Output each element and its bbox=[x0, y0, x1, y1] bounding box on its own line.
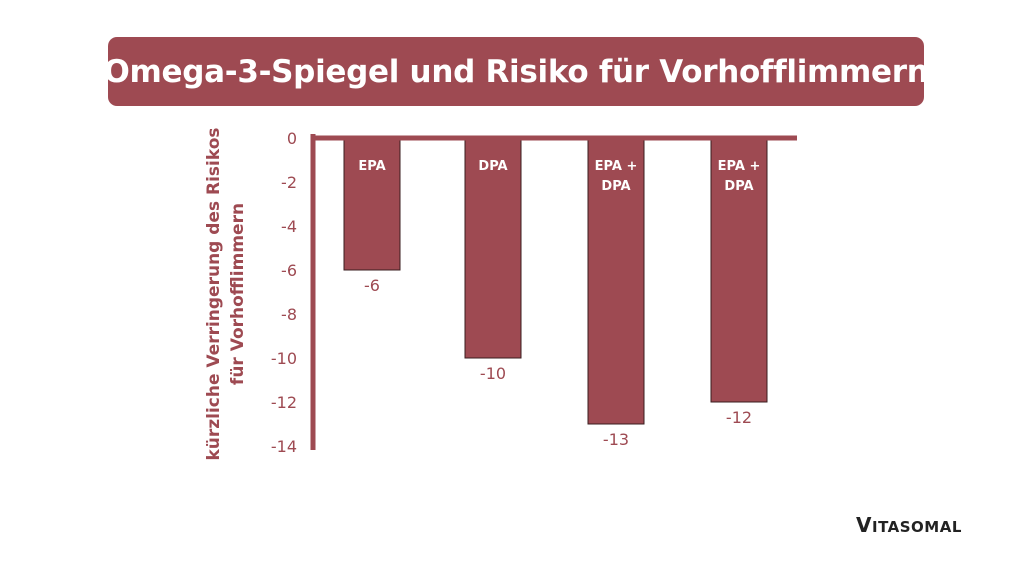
bar-2 bbox=[464, 137, 522, 359]
y-tick-label: -4 bbox=[281, 217, 297, 236]
y-tick-label: -2 bbox=[281, 173, 297, 192]
bar-value-label: -6 bbox=[364, 276, 380, 295]
logo-rest: ITASOMAL bbox=[871, 518, 962, 536]
bar-value-label: -13 bbox=[603, 430, 629, 449]
logo-initial: V bbox=[856, 513, 872, 537]
y-tick-label: -8 bbox=[281, 305, 297, 324]
title-banner: Omega-3-Spiegel und Risiko für Vorhoffli… bbox=[103, 37, 929, 106]
chart-title: Omega-3-Spiegel und Risiko für Vorhoffli… bbox=[103, 53, 929, 90]
y-tick-label: -14 bbox=[271, 437, 297, 456]
bar-3 bbox=[587, 137, 645, 425]
bar-category-label: EPA + DPA bbox=[718, 159, 761, 194]
bar-category-label: EPA bbox=[358, 159, 385, 174]
y-tick-label: -10 bbox=[271, 349, 297, 368]
y-tick-label: 0 bbox=[287, 129, 297, 148]
bar-value-label: -10 bbox=[480, 364, 506, 383]
brand-logo: VITASOMAL bbox=[856, 513, 962, 537]
bar-4 bbox=[710, 137, 768, 403]
bar-1 bbox=[343, 137, 401, 271]
y-tick-label: -12 bbox=[271, 393, 297, 412]
bar-category-label: EPA + DPA bbox=[595, 159, 638, 194]
bar-category-label: DPA bbox=[478, 159, 507, 174]
y-tick-label: -6 bbox=[281, 261, 297, 280]
bar-value-label: -12 bbox=[726, 408, 752, 427]
